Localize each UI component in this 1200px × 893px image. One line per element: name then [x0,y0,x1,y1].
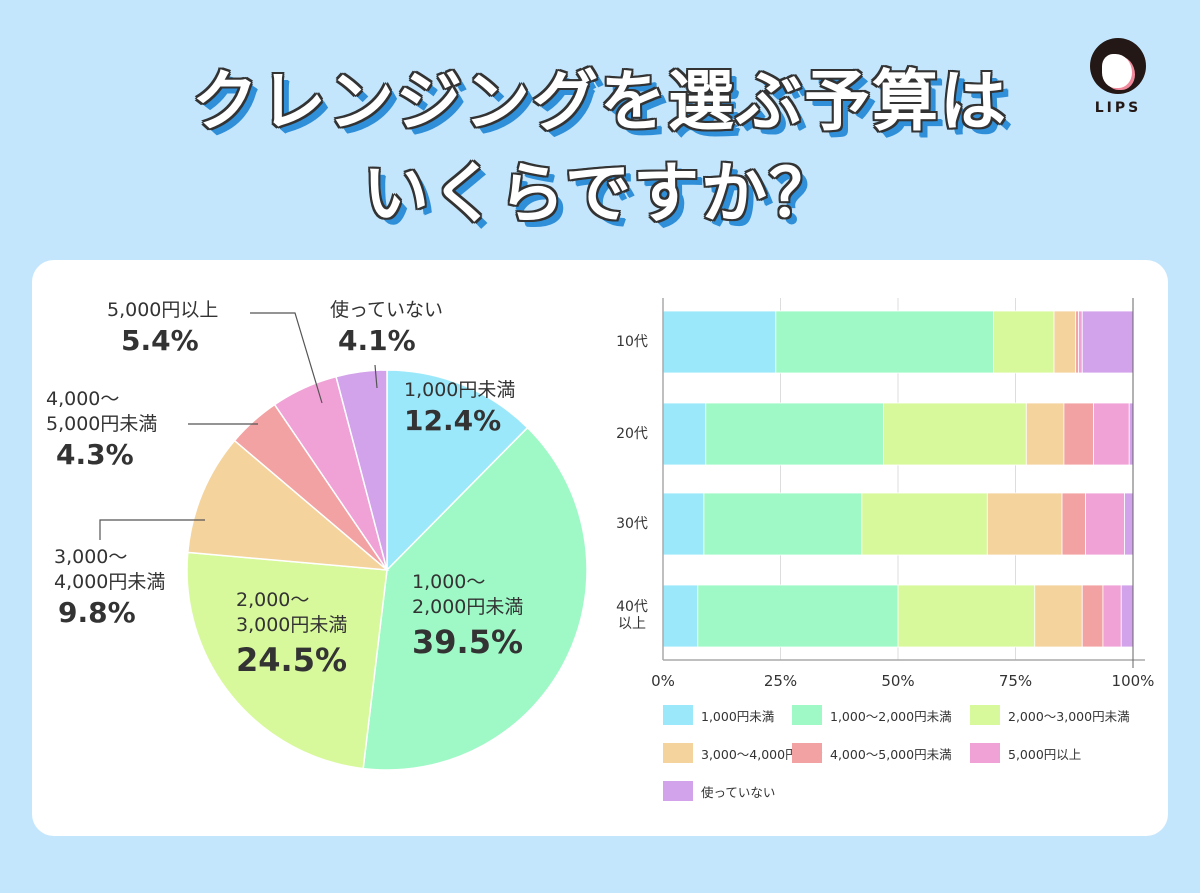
pie-label-1: 1,000〜 2,000円未満 39.5% [412,571,524,661]
deer-logo-icon [1090,38,1146,94]
leader-line-5000-plus [250,312,323,404]
y-label-1: 20代 [612,426,652,443]
bar-segment-2-0 [662,492,705,556]
pie-label-0: 1,000円未満 12.4% [404,379,516,437]
legend-swatch [792,743,822,763]
bar-segment-1-0 [662,402,707,466]
pie-slice-2 [186,551,388,770]
legend-swatch [792,705,822,725]
legend-label: 5,000円以上 [1008,746,1082,762]
bar-segment-3-1 [697,584,899,648]
bar-segment-3-4 [1081,584,1104,648]
pie-slice-3 [186,439,390,571]
bar-segment-1-2 [883,402,1027,466]
legend-label: 使っていない [701,784,776,800]
legend-swatch [970,705,1000,725]
legend-swatch [663,705,693,725]
pie-label-6: 使っていない 4.1% [330,299,444,357]
y-label-2: 30代 [612,516,652,533]
x-tick-label: 75% [998,672,1033,690]
title-line-2: いくらですか？ [362,155,838,232]
pie-slice-0 [386,369,529,572]
bar-segment-1-6 [1128,402,1134,466]
y-label-line: 30代 [616,515,648,532]
bar-segment-3-2 [897,584,1036,648]
legend-item-2: 2,000〜3,000円未満 [970,705,1130,725]
legend-label: 4,000〜5,000円未満 [830,746,952,762]
y-label-line: 10代 [616,333,648,350]
x-tick-label: 0% [651,672,675,690]
pie-label-5: 5,000円以上 5.4% [107,299,219,357]
bar-segment-3-0 [662,584,699,648]
bar-segment-2-4 [1061,492,1086,556]
x-tick-label: 100% [1111,672,1155,690]
x-tick-label: 25% [763,672,798,690]
bar-segment-2-3 [986,492,1063,556]
bar-chart [662,298,1145,668]
bar-segment-0-1 [775,310,994,374]
bar-segment-2-1 [703,492,863,556]
bar-segment-3-3 [1034,584,1083,648]
y-label-line: 以上 [618,616,646,632]
legend-swatch [970,743,1000,763]
y-label-line: 20代 [616,425,648,442]
legend-swatch [663,743,693,763]
y-label-line: 40代 [616,599,648,615]
title-line-1: クレンジングを選ぶ予算は [192,63,1008,140]
x-tick-label: 50% [881,672,915,690]
bar-segment-0-2 [993,310,1055,374]
legend-label: 2,000〜3,000円未満 [1008,708,1130,724]
bar-segment-2-2 [861,492,988,556]
bar-segment-2-6 [1124,492,1134,556]
leader-lines [99,312,378,540]
legend-item-0: 1,000円未満 [663,705,774,725]
bar-segment-1-5 [1093,402,1130,466]
legend-item-4: 4,000〜5,000円未満 [792,743,952,763]
legend-item-1: 1,000〜2,000円未満 [792,705,952,725]
bar-segment-0-6 [1081,310,1134,374]
y-label-0: 10代 [612,334,652,351]
pie-slice-6 [335,369,388,571]
bar-segment-0-4 [1075,310,1079,374]
leader-line-3000-4000 [99,519,205,540]
bar-segment-1-4 [1063,402,1094,466]
bar-segment-1-3 [1025,402,1065,466]
leader-line-none [374,364,378,389]
pie [186,369,588,771]
y-label-3: 40代 以上 [612,599,652,633]
bar-segment-3-6 [1120,584,1134,648]
legend-label: 1,000円未満 [701,708,775,724]
pie-label-2: 2,000〜 3,000円未満 24.5% [236,589,348,679]
legend-label: 1,000〜2,000円未満 [830,708,952,724]
bar-segment-0-0 [662,310,777,374]
pie-label-4: 4,000〜 5,000円未満 4.3% [46,388,158,471]
bar-segment-0-5 [1078,310,1083,374]
bar-segment-1-1 [705,402,884,466]
legend-swatch [663,781,693,801]
pie-slice-1 [362,426,588,771]
bar-segment-2-5 [1085,492,1125,556]
pie-label-3: 3,000〜 4,000円未満 9.8% [54,546,166,629]
lips-logo: LIPS [1090,38,1146,116]
logo-text: LIPS [1094,100,1142,116]
legend-item-5: 5,000円以上 [970,743,1081,763]
bar-segment-0-3 [1053,310,1077,374]
legend-item-6: 使っていない [663,781,775,801]
bar-segment-3-5 [1102,584,1122,648]
